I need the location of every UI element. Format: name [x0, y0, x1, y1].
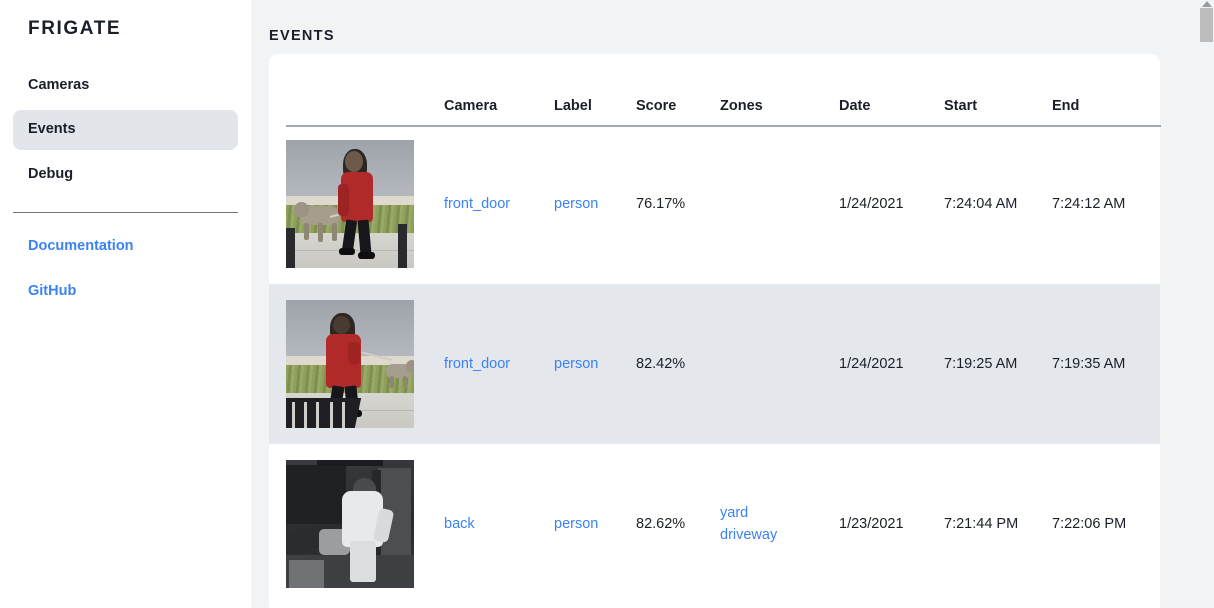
event-camera-cell: front_door [444, 284, 554, 444]
table-row[interactable]: front_door person 76.17% 1/24/2021 7:24:… [269, 124, 1160, 284]
event-thumbnail-cell[interactable] [269, 284, 444, 444]
events-table: Camera Label Score Zones Date Start End [269, 54, 1160, 604]
sidebar-link-documentation[interactable]: Documentation [28, 238, 134, 255]
scene-person-pants [350, 540, 376, 582]
column-header-score[interactable]: Score [636, 98, 677, 114]
event-label-link[interactable]: person [554, 356, 599, 372]
event-zone-link[interactable]: driveway [720, 527, 778, 543]
scene-railing [286, 398, 362, 428]
scene-railing-right [398, 224, 407, 268]
column-header-label[interactable]: Label [554, 98, 592, 114]
column-header-camera[interactable]: Camera [444, 98, 498, 114]
sidebar-item-debug[interactable]: Debug [28, 165, 74, 182]
event-score-cell: 76.17% [636, 196, 686, 212]
event-zones-cell [720, 284, 839, 444]
scene-shadow [286, 465, 347, 524]
table-header-row: Camera Label Score Zones Date Start End [269, 54, 1160, 124]
column-header-zones[interactable]: Zones [720, 98, 763, 114]
event-date-cell: 1/24/2021 [839, 196, 904, 212]
event-camera-link[interactable]: front_door [444, 196, 511, 212]
event-thumbnail-cell[interactable] [269, 124, 444, 284]
scene-overhang [316, 460, 384, 467]
event-zones-cell [720, 124, 839, 284]
sidebar-link-github[interactable]: GitHub [28, 282, 77, 299]
sidebar-primary-nav: Cameras Events Debug [0, 66, 251, 194]
event-thumbnail-cell[interactable] [269, 444, 444, 604]
column-header-date[interactable]: Date [839, 98, 871, 114]
event-end-cell: 7:24:12 AM [1052, 196, 1126, 212]
event-score-cell: 82.42% [636, 284, 720, 444]
vertical-scrollbar-thumb[interactable] [1200, 8, 1213, 42]
event-camera-cell: front_door [444, 124, 554, 284]
table-row[interactable]: front_door person 82.42% 1/24/2021 7:19:… [269, 284, 1160, 444]
scroll-up-arrow-icon[interactable] [1202, 1, 1212, 7]
event-camera-link[interactable]: back [444, 516, 475, 532]
column-header-end[interactable]: End [1052, 98, 1080, 114]
column-header-thumbnail [269, 54, 444, 124]
event-thumbnail-image[interactable] [286, 460, 414, 588]
event-start-cell: 7:21:44 PM [944, 516, 1019, 532]
event-score-cell: 82.62% [636, 516, 686, 532]
events-table-head: Camera Label Score Zones Date Start End [269, 54, 1160, 124]
event-zones-cell: yard driveway [720, 444, 839, 604]
scene-railing-left [286, 228, 295, 268]
table-row[interactable]: back person 82.62% yard driveway 1/23/20… [269, 444, 1160, 604]
main-content: EVENTS Camera Label Score Zones Date Sta… [251, 0, 1214, 608]
app-brand-title: FRIGATE [28, 18, 122, 39]
page-title: EVENTS [269, 27, 335, 44]
column-header-start[interactable]: Start [944, 98, 978, 114]
event-thumbnail-image[interactable] [286, 140, 414, 268]
event-label-link[interactable]: person [554, 516, 599, 532]
event-zone-link[interactable]: yard [720, 504, 749, 521]
sidebar-divider [13, 212, 238, 214]
event-end-cell: 7:22:06 PM [1052, 516, 1127, 532]
event-start-cell: 7:19:25 AM [944, 284, 1052, 444]
event-label-cell: person [554, 124, 636, 284]
event-label-cell: person [554, 284, 636, 444]
event-label-link[interactable]: person [554, 196, 599, 212]
vertical-scrollbar-track[interactable] [1199, 0, 1214, 608]
table-header-rule [286, 125, 1161, 127]
event-label-cell: person [554, 444, 636, 604]
event-camera-cell: back [444, 444, 554, 604]
scene-object [288, 559, 325, 588]
event-date-cell: 1/24/2021 [839, 284, 944, 444]
events-card: Camera Label Score Zones Date Start End [269, 54, 1161, 608]
sidebar-item-events[interactable]: Events [13, 110, 238, 150]
event-date-cell: 1/23/2021 [839, 516, 904, 532]
events-table-body: front_door person 76.17% 1/24/2021 7:24:… [269, 124, 1160, 604]
sidebar: FRIGATE Cameras Events Debug Documentati… [0, 0, 251, 608]
event-camera-link[interactable]: front_door [444, 356, 511, 372]
event-thumbnail-image[interactable] [286, 300, 414, 428]
sidebar-secondary-nav: Documentation GitHub [0, 227, 251, 311]
event-start-cell: 7:24:04 AM [944, 196, 1018, 212]
event-end-cell: 7:19:35 AM [1052, 284, 1160, 444]
sidebar-item-cameras[interactable]: Cameras [28, 77, 90, 93]
